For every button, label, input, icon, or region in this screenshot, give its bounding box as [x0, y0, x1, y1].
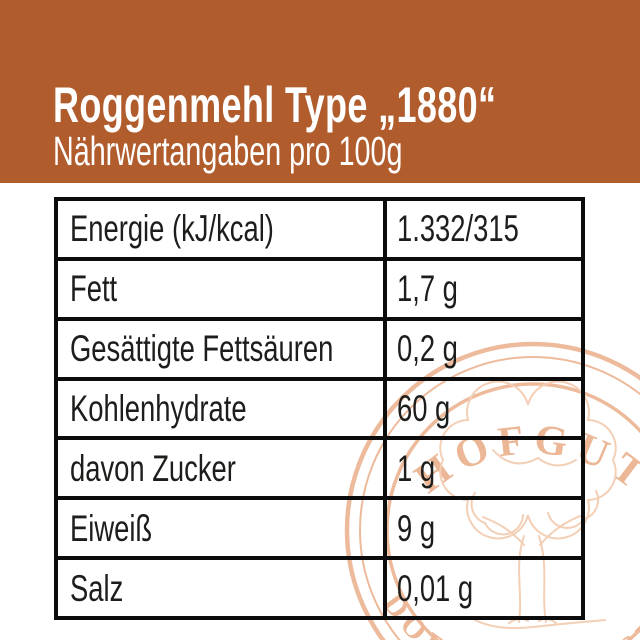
nutrient-label: Salz [70, 567, 124, 609]
nutrient-value-cell: 0,2 g [387, 321, 581, 377]
nutrition-subtitle: Nährwertangaben pro 100g [53, 128, 403, 174]
nutrient-value: 0,2 g [397, 328, 458, 370]
nutrient-value: 9 g [397, 507, 436, 549]
nutrient-value: 1 g [397, 447, 436, 489]
table-row: davon Zucker 1 g [58, 440, 581, 501]
nutrient-label: davon Zucker [70, 447, 236, 489]
header-band: Roggenmehl Type „1880“ Nährwertangaben p… [0, 0, 640, 183]
table-row: Salz 0,01 g [58, 560, 581, 617]
nutrient-label-cell: Gesättigte Fettsäuren [58, 320, 387, 377]
nutrient-value: 1.332/315 [397, 208, 519, 250]
nutrient-value-cell: 0,01 g [387, 560, 581, 616]
nutrient-value-cell: 9 g [387, 500, 581, 556]
nutrient-value-cell: 1,7 g [387, 261, 581, 317]
nutrient-value: 0,01 g [397, 567, 474, 609]
nutrient-label-cell: Salz [58, 560, 387, 617]
nutrient-label: Kohlenhydrate [70, 388, 247, 429]
nutrient-label-cell: Eiweiß [58, 500, 387, 557]
nutrient-value-cell: 1 g [387, 440, 581, 496]
table-row: Energie (kJ/kcal) 1.332/315 [58, 201, 581, 261]
nutrient-label: Gesättigte Fettsäuren [70, 328, 334, 370]
product-title: Roggenmehl Type „1880“ [53, 77, 497, 133]
nutrient-value: 60 g [397, 388, 451, 429]
nutrient-label-cell: davon Zucker [58, 440, 387, 497]
nutrient-label: Fett [70, 268, 118, 310]
table-row: Gesättigte Fettsäuren 0,2 g [58, 320, 581, 381]
table-row: Eiweiß 9 g [58, 500, 581, 561]
nutrient-label-cell: Kohlenhydrate [58, 380, 387, 437]
nutrient-value-cell: 60 g [387, 381, 581, 437]
nutrient-label: Energie (kJ/kcal) [70, 208, 274, 250]
nutrition-table: Energie (kJ/kcal) 1.332/315 Fett 1,7 g G… [54, 197, 585, 620]
nutrient-label-cell: Energie (kJ/kcal) [58, 201, 387, 257]
nutrient-label: Eiweiß [70, 507, 153, 549]
nutrient-value: 1,7 g [397, 268, 458, 310]
nutrient-label-cell: Fett [58, 260, 387, 317]
nutrient-value-cell: 1.332/315 [387, 201, 581, 257]
table-row: Kohlenhydrate 60 g [58, 380, 581, 441]
table-row: Fett 1,7 g [58, 260, 581, 321]
